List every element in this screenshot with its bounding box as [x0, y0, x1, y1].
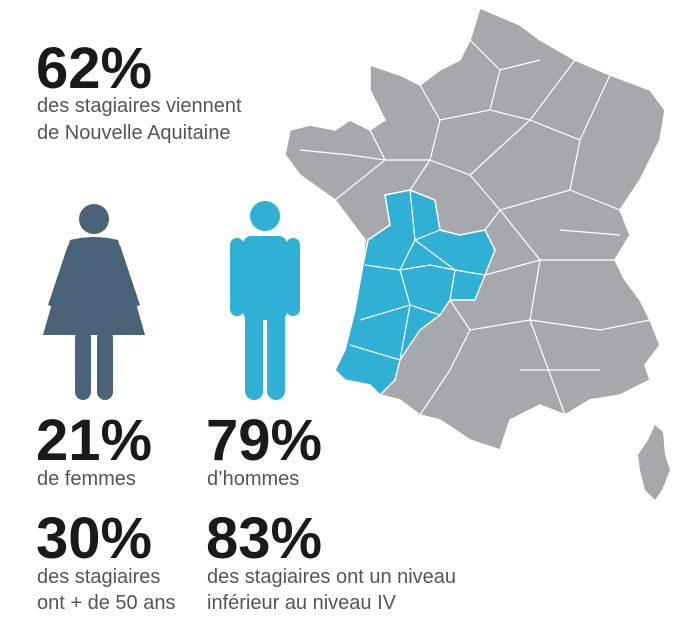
stat-text: d’hommes	[207, 468, 299, 490]
stat-value: 83%	[206, 506, 322, 571]
stat-text: ont + de 50 ans	[37, 592, 175, 614]
stat-text: des stagiaires	[37, 566, 160, 588]
headline-value: 62%	[36, 36, 152, 101]
nouvelle-aquitaine	[334, 189, 496, 397]
stat-text: de femmes	[37, 468, 136, 490]
stat-value: 79%	[206, 408, 322, 473]
headline-text: des stagiaires viennent	[37, 95, 242, 117]
stat-value: 21%	[36, 408, 152, 473]
headline-text: de Nouvelle Aquitaine	[37, 122, 230, 144]
woman-icon	[43, 204, 145, 400]
stat-text: des stagiaires ont un niveau	[207, 566, 456, 588]
stat-value: 30%	[36, 506, 152, 571]
stat-text: inférieur au niveau IV	[207, 592, 397, 614]
corsica	[638, 425, 670, 500]
france-map	[284, 6, 670, 500]
man-icon	[230, 201, 300, 400]
region-department-borders	[349, 189, 486, 361]
department-borders	[299, 39, 651, 416]
france-outline	[284, 6, 666, 451]
